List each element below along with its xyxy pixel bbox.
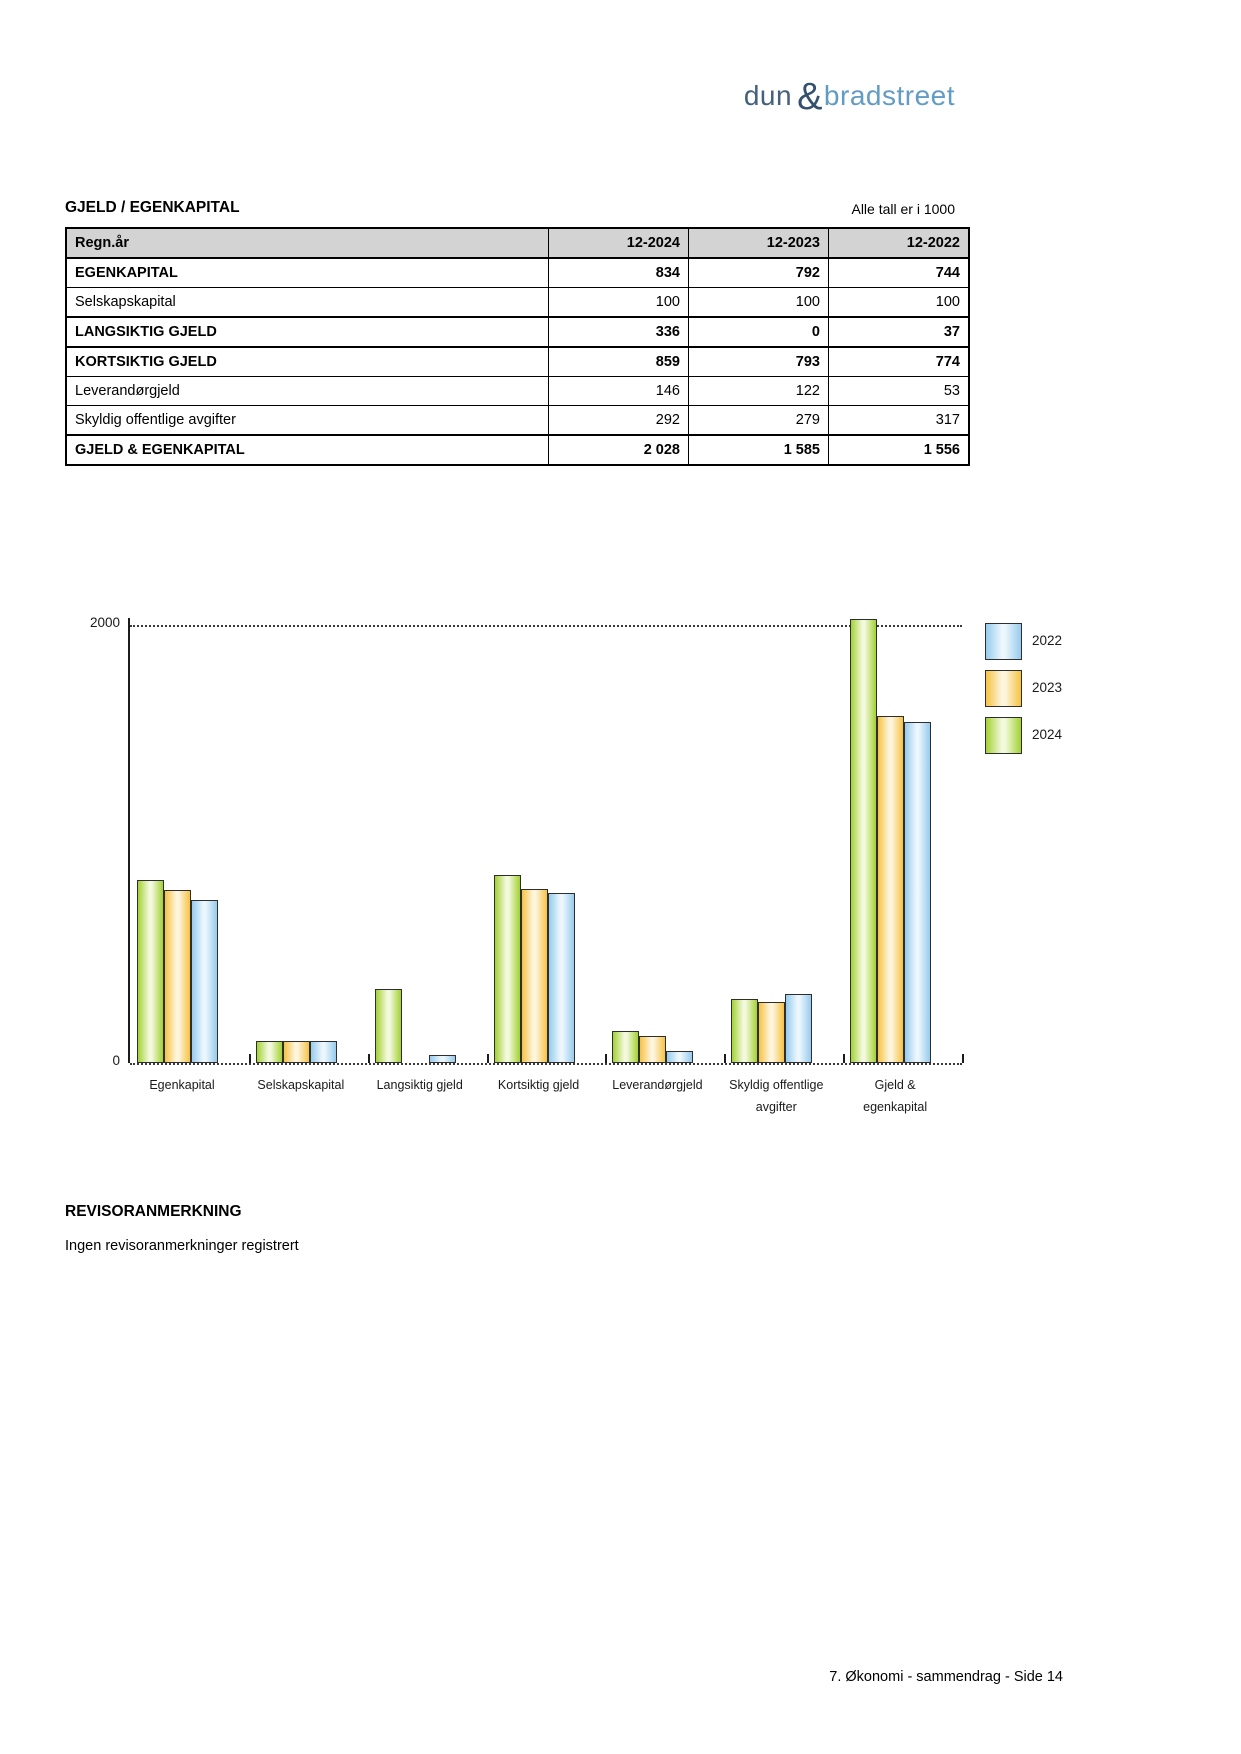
legend-label: 2022 xyxy=(1032,633,1063,648)
table-row: LANGSIKTIG GJELD 336 0 37 xyxy=(65,316,970,348)
table-row: Selskapskapital 100 100 100 xyxy=(65,287,970,318)
table-row: Leverandørgjeld 146 122 53 xyxy=(65,376,970,406)
row-label: GJELD & EGENKAPITAL xyxy=(65,434,549,466)
row-value: 100 xyxy=(688,287,829,318)
row-label: LANGSIKTIG GJELD xyxy=(65,316,549,348)
dun-bradstreet-logo: dun &bradstreet xyxy=(743,72,955,118)
bar-2024-kortsiktig-gjeld xyxy=(493,875,521,1063)
ampersand-icon: & xyxy=(797,76,823,118)
row-value: 774 xyxy=(828,346,970,377)
legend-label: 2024 xyxy=(1032,727,1063,742)
bar-2023-selskapskapital xyxy=(282,1041,310,1063)
legend-label: 2023 xyxy=(1032,680,1063,695)
row-value: 793 xyxy=(688,346,829,377)
row-label: KORTSIKTIG GJELD xyxy=(65,346,549,377)
row-value: 1 585 xyxy=(688,434,829,466)
y-tick-label: 2000 xyxy=(89,615,120,630)
category-label: Skyldig offentlige avgifter xyxy=(729,1078,824,1114)
axis-tick xyxy=(724,1054,727,1063)
bar-2022-leverand-rgjeld xyxy=(666,1051,694,1063)
bar-2022-selskapskapital xyxy=(309,1041,337,1063)
bar-2022-egenkapital xyxy=(191,900,218,1063)
axis-tick xyxy=(843,1054,846,1063)
liabilities-equity-table: Regn.år 12-2024 12-2023 12-2022 EGENKAPITAL… xyxy=(65,227,970,466)
bar-2023-kortsiktig-gjeld xyxy=(520,889,548,1063)
bar-2024-selskapskapital xyxy=(255,1041,283,1063)
bar-2023-skyldig-offentlige-avgifter xyxy=(758,1002,786,1063)
liabilities-equity-bar-chart: 2000 0 Egenkapital Selskapskapital Langsikti… xyxy=(0,540,1241,1140)
bar-2023-leverand-rgjeld xyxy=(639,1036,667,1063)
row-label: Selskapskapital xyxy=(65,287,549,318)
category-label: Gjeld & egenkapital xyxy=(863,1078,928,1114)
bar-2022-gjeld-egenkapital xyxy=(904,722,932,1063)
table-row: KORTSIKTIG GJELD 859 793 774 xyxy=(65,346,970,377)
row-value: 744 xyxy=(828,257,970,288)
row-value: 37 xyxy=(828,316,970,348)
bar-2023-gjeld-egenkapital xyxy=(877,716,905,1063)
category-label: Selskapskapital xyxy=(257,1078,345,1092)
legend-swatch-2024 xyxy=(985,717,1022,754)
axis-tick xyxy=(248,1054,251,1063)
axis-tick xyxy=(962,1054,964,1063)
bar-2022-skyldig-offentlige-avgifter xyxy=(785,994,813,1063)
row-value: 100 xyxy=(828,287,970,318)
row-value: 292 xyxy=(548,405,689,436)
table-row: EGENKAPITAL 834 792 744 xyxy=(65,257,970,288)
bar-2022-kortsiktig-gjeld xyxy=(547,893,575,1063)
bar-2024-skyldig-offentlige-avgifter xyxy=(731,999,759,1063)
category-label: Langsiktig gjeld xyxy=(376,1078,463,1092)
y-axis-line xyxy=(128,618,130,1063)
row-value: 146 xyxy=(548,376,689,406)
table-header-row: Regn.år 12-2024 12-2023 12-2022 xyxy=(65,227,970,259)
row-value: 859 xyxy=(548,346,689,377)
row-value: 1 556 xyxy=(828,434,970,466)
logo-text-dun: dun xyxy=(743,80,793,111)
row-value: 122 xyxy=(688,376,829,406)
bar-2024-langsiktig-gjeld xyxy=(374,989,402,1063)
section-header: GJELD / EGENKAPITAL Alle tall er i 1000 xyxy=(65,199,955,217)
row-label: EGENKAPITAL xyxy=(65,257,549,288)
bar-2023-egenkapital xyxy=(164,890,191,1063)
column-header: 12-2022 xyxy=(828,227,970,259)
row-label: Leverandørgjeld xyxy=(65,376,549,406)
auditor-section: REVISORANMERKNING Ingen revisoranmerknin… xyxy=(65,1203,299,1254)
table-row: GJELD & EGENKAPITAL 2 028 1 585 1 556 xyxy=(65,434,970,466)
page-footer: 7. Økonomi - sammendrag - Side 14 xyxy=(829,1669,1063,1685)
row-value: 2 028 xyxy=(548,434,689,466)
table-row: Skyldig offentlige avgifter 292 279 317 xyxy=(65,405,970,436)
axis-tick xyxy=(486,1054,489,1063)
x-axis-baseline xyxy=(130,1063,962,1065)
gridline-2000 xyxy=(130,625,962,627)
axis-tick xyxy=(605,1054,608,1063)
row-value: 279 xyxy=(688,405,829,436)
column-header: 12-2023 xyxy=(688,227,829,259)
legend-swatch-2023 xyxy=(985,670,1022,707)
category-label: Leverandørgjeld xyxy=(612,1078,703,1092)
section-title: GJELD / EGENKAPITAL xyxy=(65,199,240,216)
auditor-heading: REVISORANMERKNING xyxy=(65,1203,242,1220)
y-tick-label: 0 xyxy=(112,1053,120,1068)
logo-text-bradstreet: bradstreet xyxy=(823,80,955,111)
bar-2022-langsiktig-gjeld xyxy=(428,1055,456,1063)
legend-swatch-2022 xyxy=(985,623,1022,660)
column-header: 12-2024 xyxy=(548,227,689,259)
bar-2024-gjeld-egenkapital xyxy=(850,619,878,1063)
category-label: Kortsiktig gjeld xyxy=(497,1078,580,1092)
row-value: 834 xyxy=(548,257,689,288)
units-note: Alle tall er i 1000 xyxy=(851,201,955,217)
auditor-text: Ingen revisoranmerkninger registrert xyxy=(65,1238,299,1254)
row-value: 336 xyxy=(548,316,689,348)
row-value: 317 xyxy=(828,405,970,436)
bar-2024-egenkapital xyxy=(137,880,164,1063)
bar-2024-leverand-rgjeld xyxy=(612,1031,640,1063)
row-value: 53 xyxy=(828,376,970,406)
row-value: 100 xyxy=(548,287,689,318)
category-label: Egenkapital xyxy=(149,1078,215,1092)
row-value: 792 xyxy=(688,257,829,288)
column-header: Regn.år xyxy=(65,227,549,259)
axis-tick xyxy=(367,1054,370,1063)
row-value: 0 xyxy=(688,316,829,348)
row-label: Skyldig offentlige avgifter xyxy=(65,405,549,436)
